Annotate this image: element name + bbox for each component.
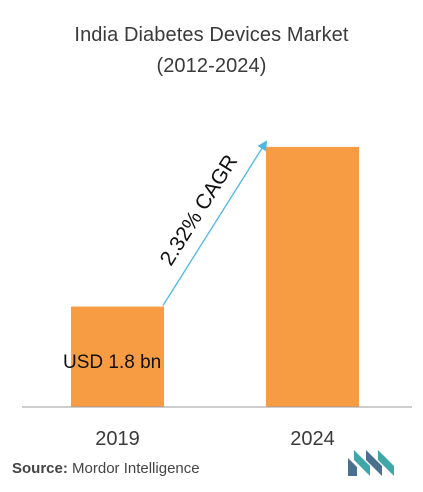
data-label-2019: USD 1.8 bn bbox=[63, 352, 161, 373]
cagr-arrow bbox=[162, 140, 268, 306]
x-tick-label-2019: 2019 bbox=[95, 428, 140, 450]
mordor-intelligence-logo bbox=[348, 450, 394, 476]
bar-2019 bbox=[71, 306, 164, 407]
chart-title-line2: (2012-2024) bbox=[156, 55, 267, 77]
source-label: Source: bbox=[12, 460, 68, 477]
source-text: Mordor Intelligence bbox=[67, 460, 200, 477]
source-credit: Source: Mordor Intelligence bbox=[12, 460, 200, 477]
chart-title-line1: India Diabetes Devices Market bbox=[74, 24, 349, 46]
bar-2024 bbox=[266, 146, 359, 407]
x-tick-label-2024: 2024 bbox=[290, 428, 335, 450]
cagr-label: 2.32% CAGR bbox=[156, 151, 243, 270]
